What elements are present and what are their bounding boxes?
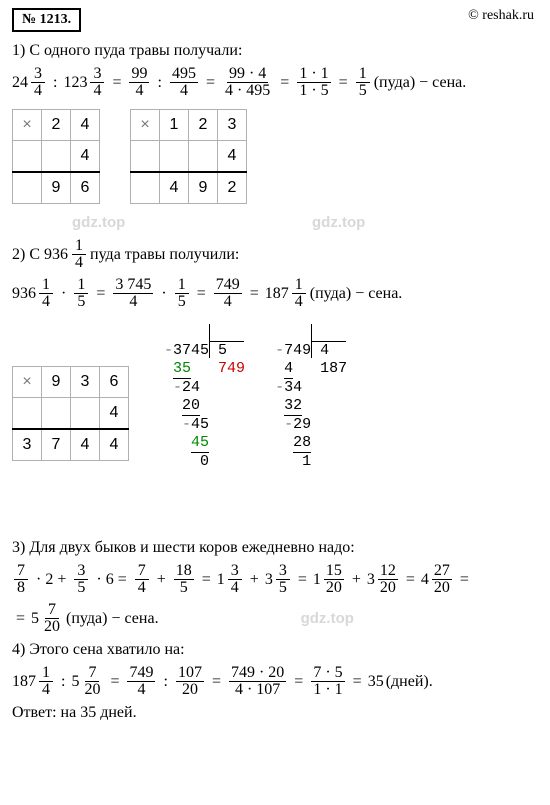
step3-math-2: = 5720 (пуда) − сена. gdz.top <box>12 602 538 635</box>
step1-math: 2434 : 12334 = 994 : 4954 = 99 · 44 · 49… <box>12 66 538 99</box>
watermark: gdz.top <box>301 610 354 627</box>
step3-math-1: 78 · 2 + 35 · 6 = 74 + 185 = 134 + 335 =… <box>12 563 538 596</box>
site-credit: © reshak.ru <box>468 8 538 24</box>
answer: Ответ: на 35 дней. <box>12 704 538 722</box>
mult-tables-1: ×24 4 96 ×123 4 492 <box>12 109 538 204</box>
watermark: gdz.top <box>72 214 125 231</box>
mult-table-936x4: ×936 4 3744 <box>12 366 129 461</box>
problem-number: № 1213. <box>12 8 81 32</box>
long-division-2: -749 4 4 187 -34 32 -29 28 1 <box>275 324 347 525</box>
mult-table-24x4: ×24 4 96 <box>12 109 100 204</box>
step3-text: 3) Для двух быков и шести коров ежедневн… <box>12 539 538 557</box>
long-division-1: -3745 5 35 749 -24 20 -45 45 0 <box>164 324 245 525</box>
step1-text: 1) С одного пуда травы получали: <box>12 42 538 60</box>
mult-table-123x4: ×123 4 492 <box>130 109 247 204</box>
step2-math: 93614 · 15 = 3 7454 · 15 = 7494 = 18714 … <box>12 277 538 310</box>
step4-math: 18714 : 5720 = 7494 : 10720 = 749 · 204 … <box>12 665 538 698</box>
watermark-row-1: gdz.top gdz.top <box>12 214 538 232</box>
watermark: gdz.top <box>312 214 365 231</box>
step2-text: 2) С 936 14 пуда травы получили: <box>12 238 538 271</box>
step4-text: 4) Этого сена хватило на: <box>12 641 538 659</box>
